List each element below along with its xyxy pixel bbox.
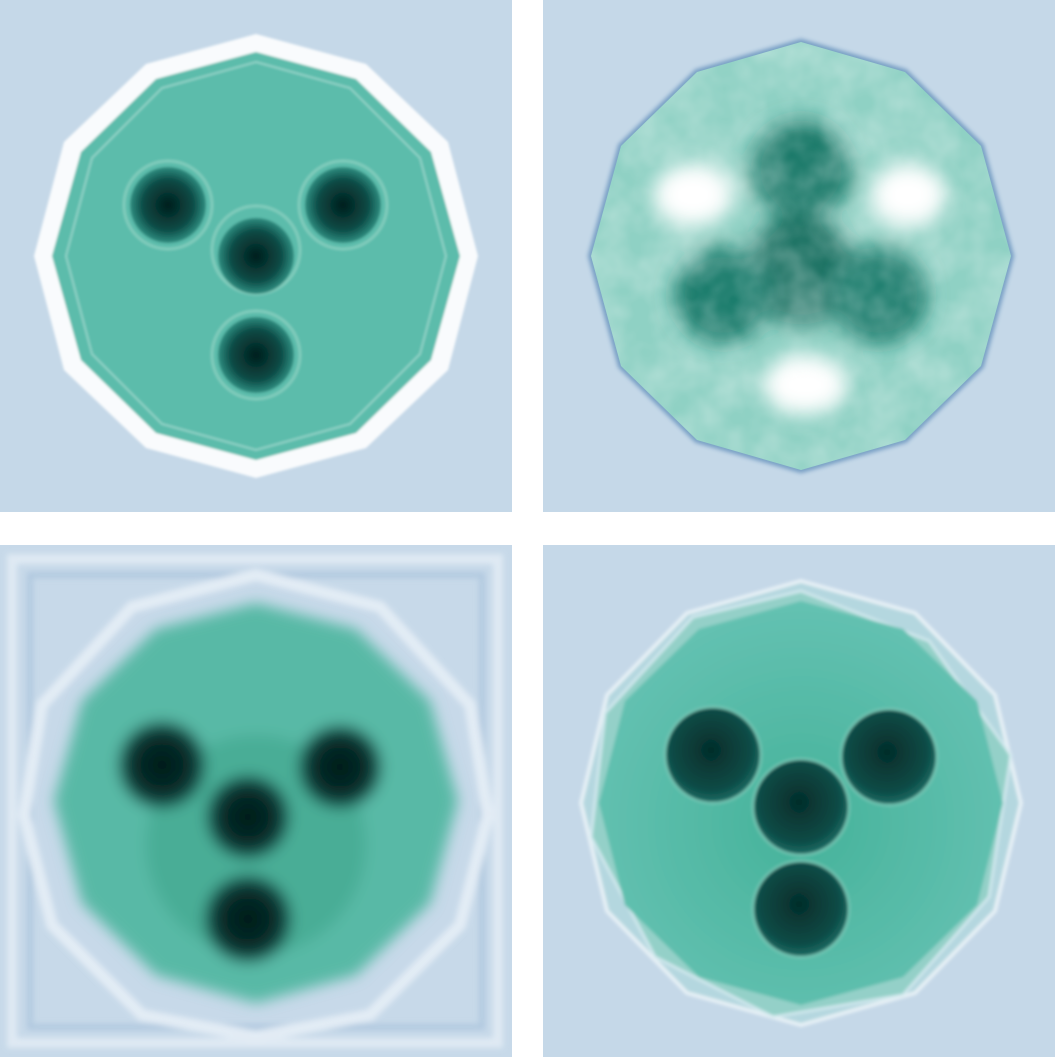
panel-bottom-left — [0, 545, 512, 1057]
disc-bottom — [752, 860, 850, 958]
disc-right — [305, 167, 381, 243]
panel-top-left — [0, 0, 512, 512]
disc-left — [118, 721, 206, 809]
panel-top-right — [543, 0, 1055, 512]
disc-left — [664, 706, 762, 804]
disc-right — [298, 725, 382, 809]
disc-center — [206, 775, 290, 859]
phantom-image-noisy — [543, 0, 1055, 512]
disc-left — [130, 167, 206, 243]
phantom-image-sharp — [543, 545, 1055, 1057]
disc-bottom — [204, 875, 292, 963]
disc-center — [752, 758, 850, 856]
disc-right — [840, 708, 938, 806]
disc-bottom — [218, 317, 294, 393]
disc-center — [218, 218, 294, 294]
panel-bottom-right — [543, 545, 1055, 1057]
phantom-image-ringing — [0, 0, 512, 512]
phantom-image-blurred — [0, 545, 512, 1057]
